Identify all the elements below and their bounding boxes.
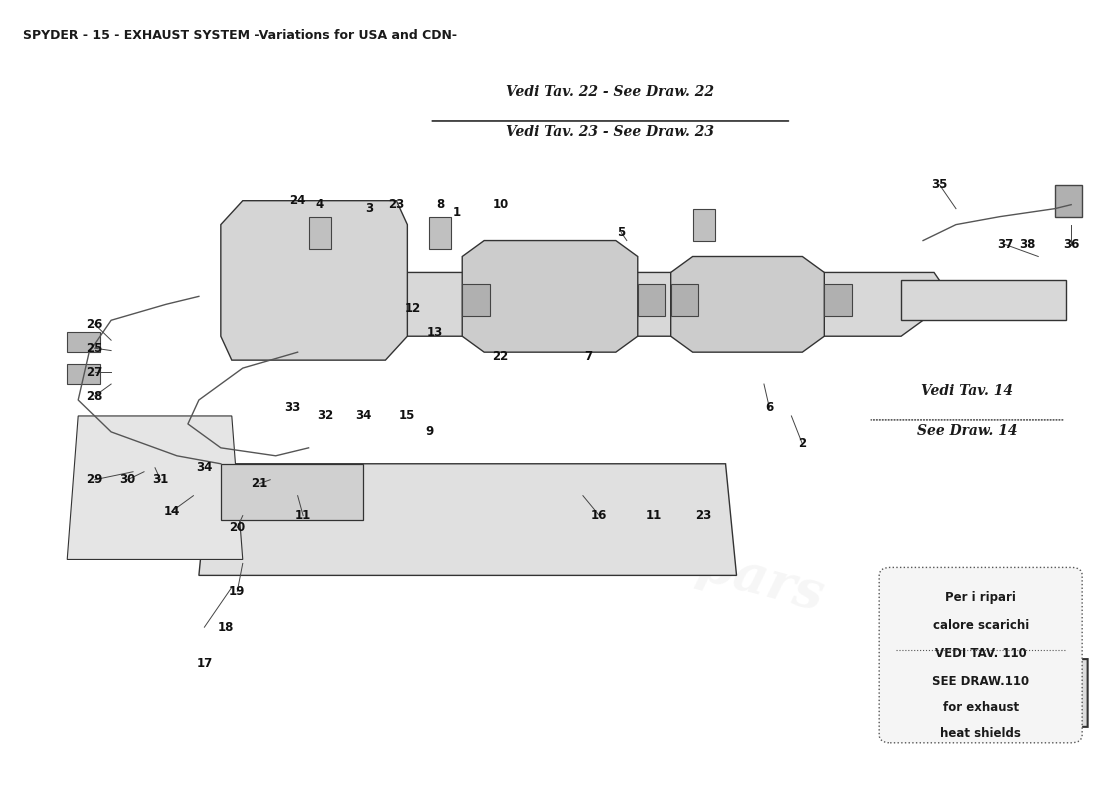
Text: SPYDER - 15 - EXHAUST SYSTEM -Variations for USA and CDN-: SPYDER - 15 - EXHAUST SYSTEM -Variations… — [23, 30, 458, 42]
Text: VEDI TAV. 110: VEDI TAV. 110 — [935, 647, 1026, 660]
Text: 7: 7 — [584, 350, 593, 362]
Text: heat shields: heat shields — [940, 727, 1021, 740]
Text: 11: 11 — [295, 509, 311, 522]
Text: calore scarichi: calore scarichi — [933, 619, 1028, 632]
Polygon shape — [462, 241, 638, 352]
Polygon shape — [221, 464, 363, 519]
Text: 14: 14 — [163, 505, 179, 518]
Text: 33: 33 — [284, 402, 300, 414]
Text: 36: 36 — [1063, 238, 1079, 251]
Text: 38: 38 — [1019, 238, 1035, 251]
Text: 25: 25 — [87, 342, 102, 354]
Text: 8: 8 — [437, 198, 444, 211]
Text: 26: 26 — [87, 318, 102, 330]
Text: SEE DRAW.110: SEE DRAW.110 — [932, 675, 1030, 688]
Bar — [309, 217, 331, 249]
Text: 23: 23 — [695, 509, 712, 522]
Text: 30: 30 — [120, 474, 135, 486]
Text: Vedi Tav. 23 - See Draw. 23: Vedi Tav. 23 - See Draw. 23 — [506, 125, 714, 139]
Bar — [67, 364, 100, 384]
Text: 1: 1 — [453, 206, 461, 219]
Text: 35: 35 — [932, 178, 948, 191]
Text: 34: 34 — [196, 462, 212, 474]
Text: 20: 20 — [229, 521, 245, 534]
Text: 13: 13 — [427, 326, 443, 338]
Text: 23: 23 — [388, 198, 405, 211]
Text: 32: 32 — [317, 410, 333, 422]
Text: eurospars: eurospars — [534, 497, 829, 622]
Text: 12: 12 — [405, 302, 421, 315]
Text: for exhaust: for exhaust — [943, 702, 1019, 714]
Polygon shape — [276, 273, 945, 336]
Bar — [638, 285, 666, 316]
Text: 10: 10 — [493, 198, 508, 211]
Bar — [1055, 185, 1082, 217]
Bar — [693, 209, 715, 241]
Polygon shape — [901, 281, 1066, 320]
Text: 3: 3 — [365, 202, 373, 215]
Text: 21: 21 — [251, 478, 267, 490]
Bar — [462, 285, 490, 316]
Text: Vedi Tav. 22 - See Draw. 22: Vedi Tav. 22 - See Draw. 22 — [506, 85, 714, 99]
Bar — [67, 332, 100, 352]
Text: 6: 6 — [766, 402, 773, 414]
Text: eurospars: eurospars — [271, 242, 566, 367]
Text: 27: 27 — [87, 366, 102, 378]
Text: 29: 29 — [87, 474, 102, 486]
Text: 15: 15 — [399, 410, 416, 422]
Text: 5: 5 — [617, 226, 626, 239]
Text: See Draw. 14: See Draw. 14 — [916, 424, 1018, 438]
Bar — [824, 285, 851, 316]
Text: 28: 28 — [87, 390, 102, 402]
Text: 22: 22 — [493, 350, 508, 362]
FancyBboxPatch shape — [879, 567, 1082, 743]
Text: Vedi Tav. 14: Vedi Tav. 14 — [921, 384, 1013, 398]
Polygon shape — [671, 257, 824, 352]
Polygon shape — [199, 464, 737, 575]
Polygon shape — [67, 416, 243, 559]
Polygon shape — [221, 201, 407, 360]
Text: 24: 24 — [289, 194, 306, 207]
Bar — [671, 285, 698, 316]
Text: 9: 9 — [426, 426, 433, 438]
Text: 19: 19 — [229, 585, 245, 598]
Text: Per i ripari: Per i ripari — [945, 591, 1016, 604]
Text: 18: 18 — [218, 621, 234, 634]
Text: 4: 4 — [316, 198, 323, 211]
Text: 11: 11 — [646, 509, 662, 522]
Bar — [429, 217, 451, 249]
Text: 17: 17 — [196, 657, 212, 670]
Text: 16: 16 — [591, 509, 607, 522]
Text: 2: 2 — [799, 438, 806, 450]
Polygon shape — [961, 659, 1088, 727]
Text: 37: 37 — [998, 238, 1013, 251]
Text: 31: 31 — [153, 474, 168, 486]
Text: 34: 34 — [355, 410, 372, 422]
